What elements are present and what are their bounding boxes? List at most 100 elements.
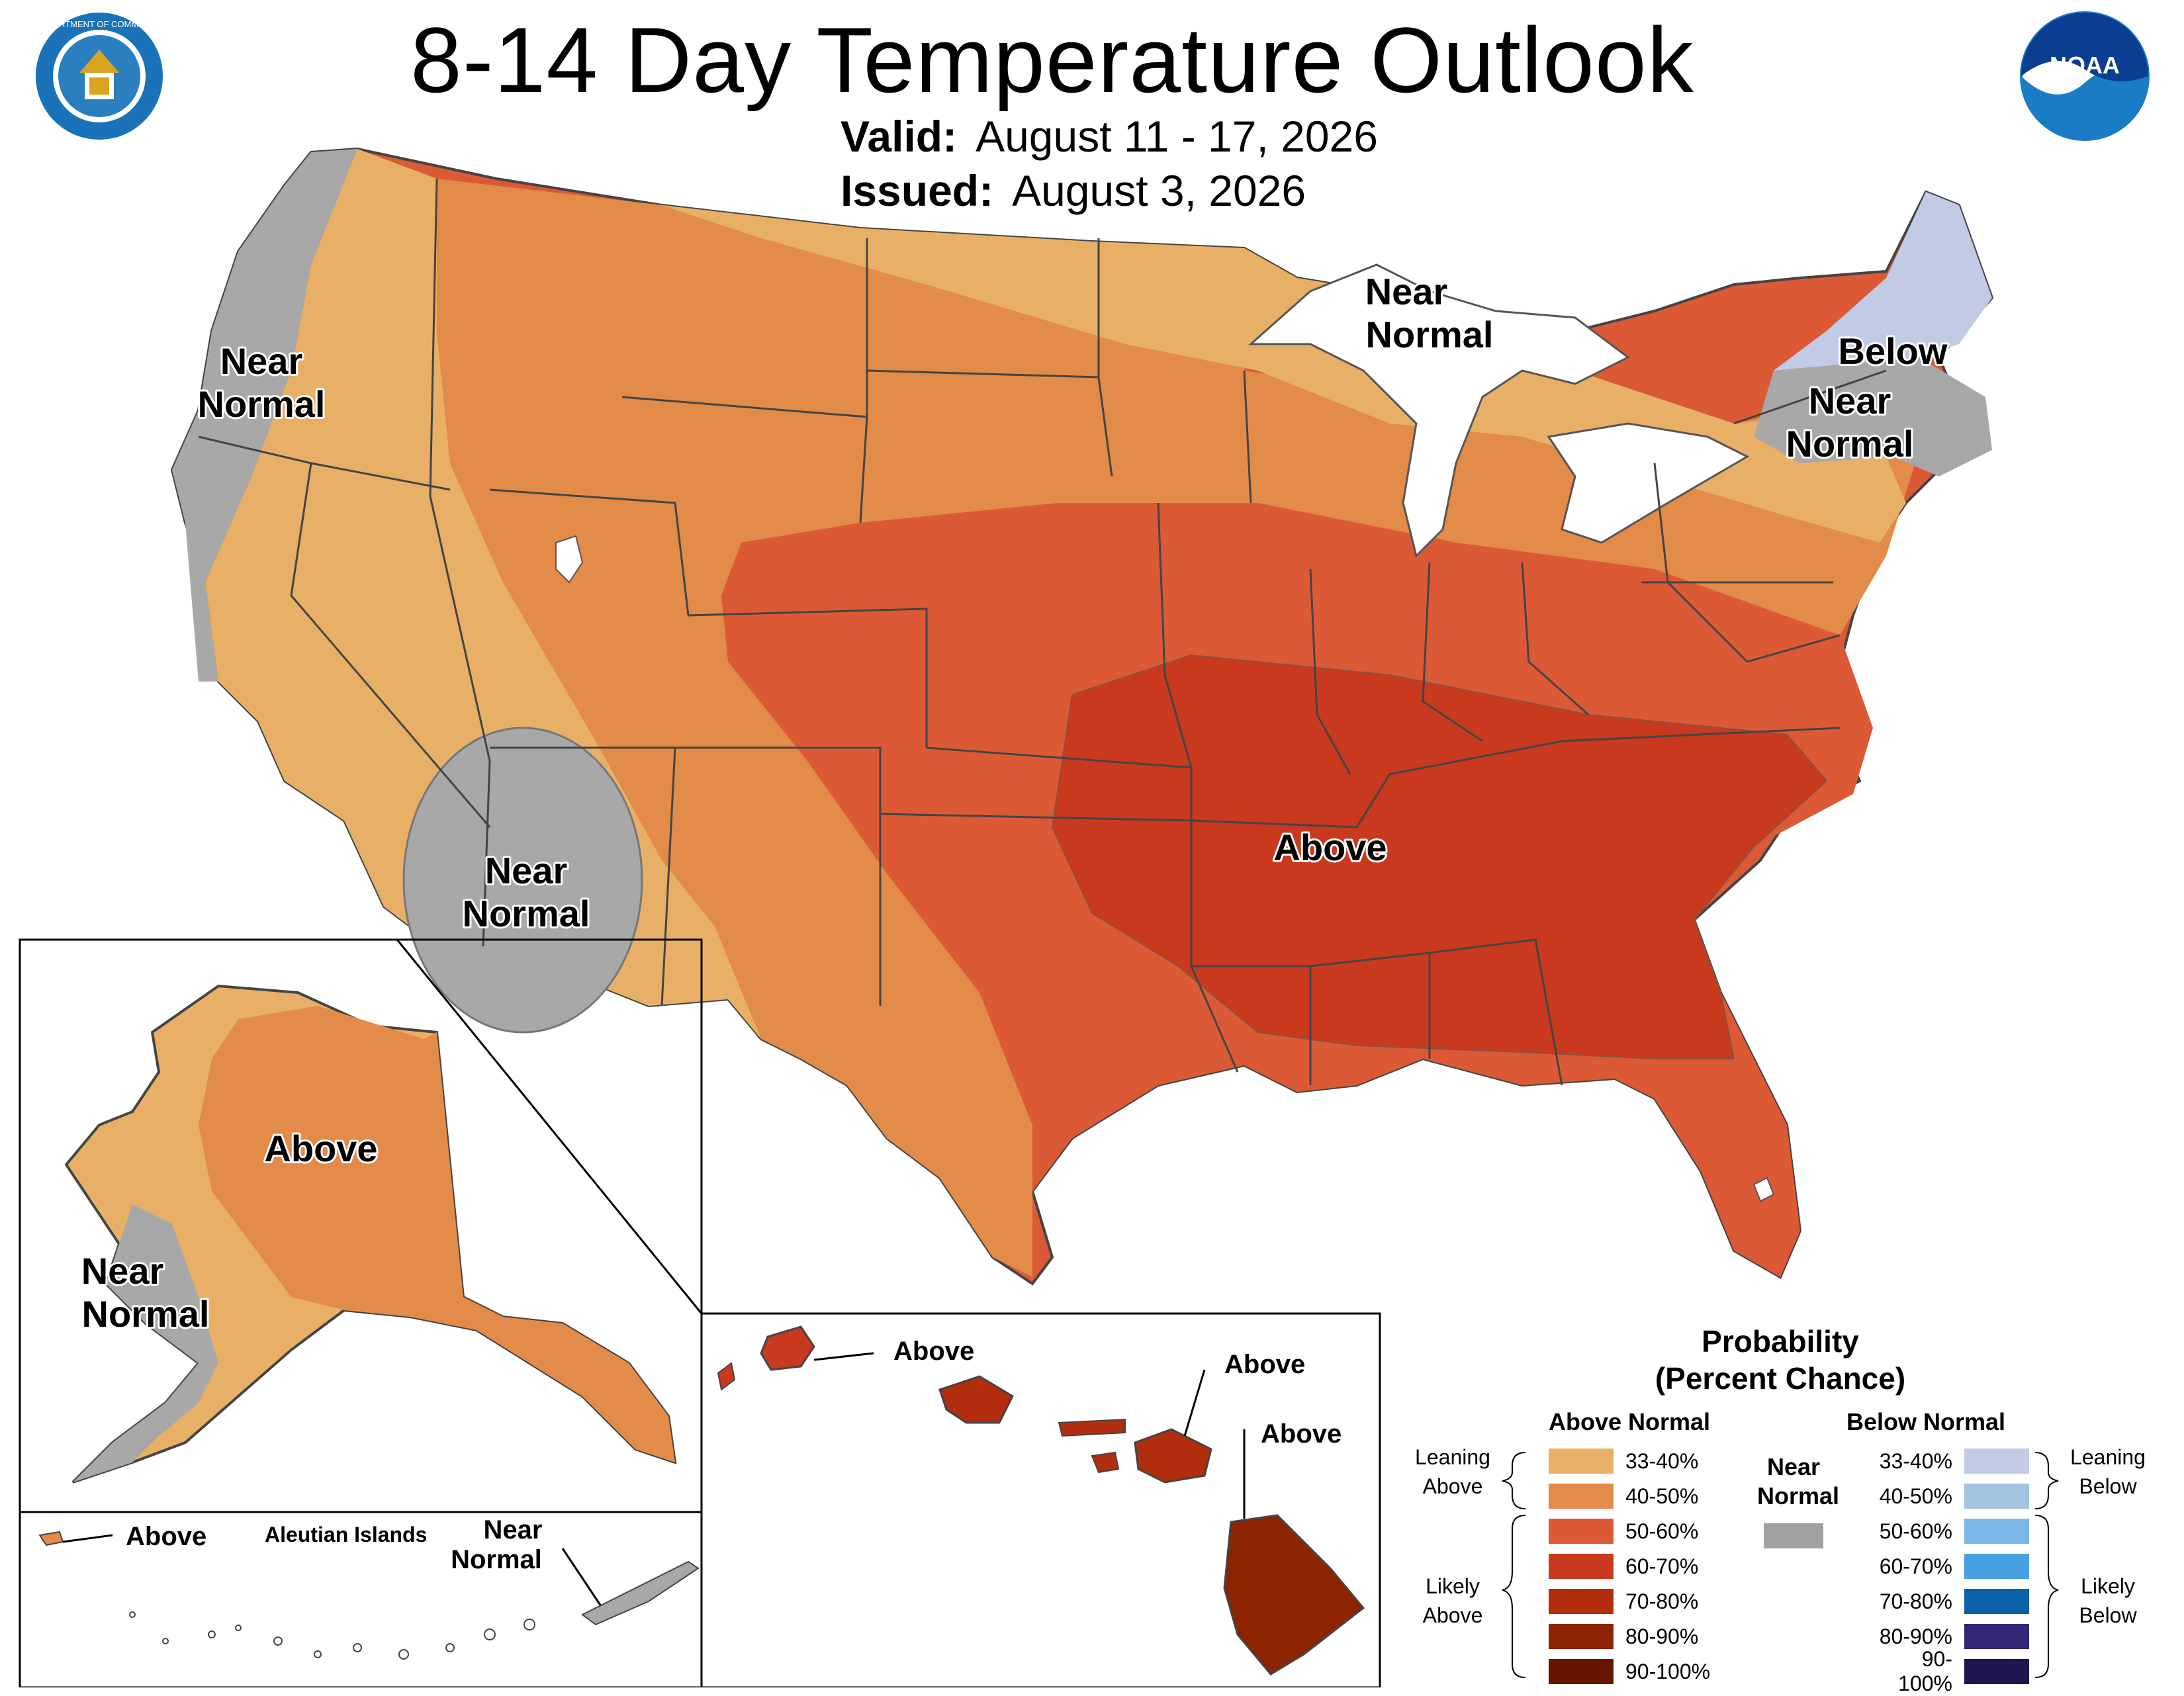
alaska-near-normal [73,1204,218,1482]
niihau [717,1362,736,1391]
great-lakes [1248,263,1750,558]
noaa-wordmark: NOAA [2050,52,2120,79]
legend-below-row: 90-100% [1873,1647,2029,1695]
seal-text: DEPARTMENT OF COMMERCE [36,19,163,29]
region-likely-above-60-70 [1051,654,1828,1059]
valid-line: Valid: August 11 - 17, 2026 [841,111,1378,161]
hawaii-inset: Above Above Above [700,1312,1381,1687]
legend-below-swatch [1964,1554,2029,1579]
legend-below-swatch [1964,1589,2029,1614]
legend-likely-below: Likely Below [2058,1572,2158,1630]
label-hawaii-kauai: Above [893,1337,974,1366]
legend-below-range: 80-90% [1879,1624,1952,1648]
label-aleutian-title: Aleutian Islands [265,1523,427,1546]
legend-below-range: 60-70% [1879,1554,1952,1578]
legend-above-row: 80-90% [1549,1623,1698,1650]
legend-near-1: Near [1766,1453,1821,1480]
legend-below-row: 70-80% [1873,1588,2029,1615]
label-alaska-above: Above [264,1128,377,1169]
legend-above-range: 90-100% [1625,1659,1711,1683]
issued-label: Issued: [841,166,994,215]
legend-below-swatch [1964,1449,2029,1474]
label-southwest-near-2: Normal [463,893,590,934]
leaning-above-1: Leaning [1415,1445,1490,1469]
legend-above-row: 70-80% [1549,1588,1698,1615]
legend-above-row: 60-70% [1549,1553,1698,1580]
label-northeast-near-1: Near [1809,380,1891,422]
legend-below-row: 40-50% [1873,1483,2029,1509]
issued-date: August 3, 2026 [1012,166,1306,215]
lake-okeechobee [1752,1177,1775,1202]
issued-line: Issued: August 3, 2026 [841,165,1306,216]
legend-below-range: 50-60% [1879,1519,1952,1543]
label-lakes-near-2: Normal [1366,314,1494,355]
label-central-above: Above [1273,826,1387,868]
noaa-logo-icon: NOAA [2020,11,2150,141]
legend-title-1: Probability [1702,1324,1859,1359]
legend-above-range: 80-90% [1625,1624,1699,1648]
great-salt-lake [555,535,584,584]
molokai [1058,1418,1126,1437]
legend-below-row: 80-90% [1873,1623,2029,1650]
legend-above-range: 60-70% [1625,1554,1699,1578]
legend-above-row: 33-40% [1549,1448,1698,1474]
legend-above-row: 90-100% [1549,1658,1710,1685]
legend-above-range: 70-80% [1625,1589,1699,1613]
legend-above-header: Above Normal [1549,1408,1711,1435]
legend-near-header: Near Normal [1757,1452,1840,1511]
legend-below-swatch [1964,1484,2029,1509]
legend: Probability (Percent Chance) Above Norma… [1403,1317,2158,1695]
label-hawaii-big-island: Above [1261,1419,1342,1449]
region-below-normal-maine [1774,192,1992,371]
leaning-above-2: Above [1422,1474,1483,1498]
likely-below-2: Below [2079,1603,2137,1627]
region-near-normal-southwest [402,727,643,1034]
alaska-inset: Above Near Normal [19,938,703,1513]
legend-above-swatch [1549,1449,1614,1474]
legend-below-swatch [1964,1659,2029,1684]
legend-below-row: 33-40% [1873,1448,2029,1474]
legend-above-swatch [1549,1624,1614,1649]
label-lakes-near-1: Near [1365,271,1448,312]
legend-above-range: 50-60% [1625,1519,1699,1543]
likely-above-1: Likely [1426,1574,1480,1598]
legend-above-row: 40-50% [1549,1483,1698,1509]
valid-label: Valid: [841,112,958,161]
legend-above-row: 50-60% [1549,1518,1698,1544]
legend-below-swatch [1964,1624,2029,1649]
map-title: 8-14 Day Temperature Outlook [410,8,1694,112]
label-below: Below [1839,330,1948,372]
legend-above-swatch [1549,1589,1614,1614]
label-hawaii-maui: Above [1224,1350,1305,1379]
likely-above-2: Above [1422,1603,1483,1627]
legend-leaning-below: Leaning Below [2058,1443,2158,1501]
legend-above-swatch [1549,1519,1614,1544]
label-aleutian-above: Above [126,1522,206,1551]
valid-date: August 11 - 17, 2026 [976,112,1378,161]
legend-above-swatch [1549,1659,1614,1684]
aleutian-inset: Above Aleutian Islands Near Normal [19,1511,703,1687]
legend-title-2: (Percent Chance) [1655,1361,1906,1396]
legend-above-range: 33-40% [1625,1449,1699,1473]
legend-below-row: 60-70% [1873,1553,2029,1580]
label-aleutian-near-1: Near [484,1515,543,1544]
legend-near-2: Normal [1757,1482,1840,1509]
label-northeast-near-2: Normal [1786,423,1914,465]
legend-below-range: 40-50% [1879,1484,1952,1508]
label-aleutian-near-2: Normal [451,1545,542,1574]
legend-below-range: 70-80% [1879,1589,1952,1613]
legend-likely-above: Likely Above [1403,1572,1502,1630]
leaning-below-2: Below [2079,1474,2137,1498]
legend-leaning-above: Leaning Above [1403,1443,1502,1501]
region-near-normal-northeast [1754,357,1992,476]
legend-below-row: 50-60% [1873,1518,2029,1544]
legend-below-range: 90-100% [1898,1647,1952,1695]
state-boundaries [198,178,1887,1086]
legend-below-range: 33-40% [1879,1449,1952,1473]
region-leaning-above-40-50 [437,179,1919,1277]
legend-above-swatch [1549,1554,1614,1579]
legend-above-swatch [1549,1484,1614,1509]
kauai [760,1325,815,1371]
leaning-below-1: Leaning [2070,1445,2146,1469]
maui [1134,1428,1212,1484]
